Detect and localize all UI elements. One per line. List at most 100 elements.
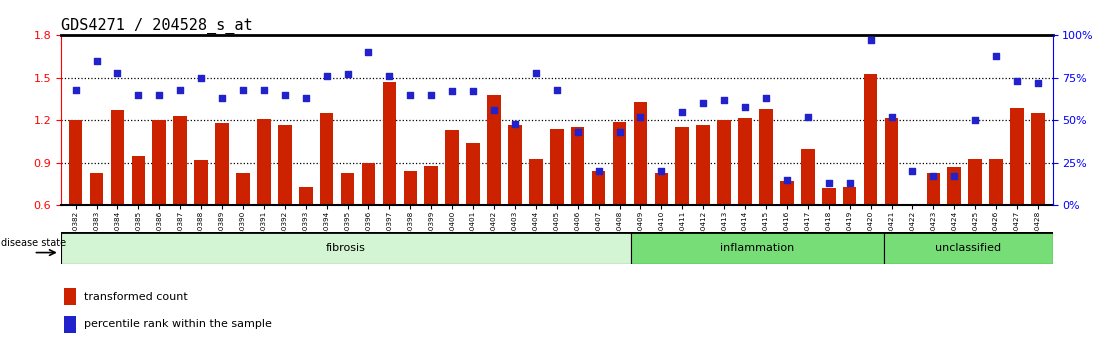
Bar	[634, 102, 647, 205]
Point	[506, 121, 524, 127]
Point	[1029, 80, 1047, 86]
Point	[632, 114, 649, 120]
Point	[485, 107, 503, 113]
Point	[422, 92, 440, 98]
Point	[903, 169, 921, 174]
Point	[151, 92, 168, 98]
Bar	[822, 188, 835, 205]
Point	[276, 92, 294, 98]
Bar	[509, 125, 522, 205]
Point	[66, 87, 84, 93]
Bar	[488, 95, 501, 205]
Point	[380, 73, 398, 79]
Point	[736, 104, 753, 110]
Bar	[738, 118, 752, 205]
Point	[234, 87, 252, 93]
Bar	[655, 173, 668, 205]
Bar	[843, 187, 856, 205]
Point	[401, 92, 419, 98]
Point	[360, 50, 378, 55]
Bar	[571, 127, 585, 205]
Point	[799, 114, 817, 120]
Bar	[132, 156, 145, 205]
Bar	[529, 159, 543, 205]
Text: unclassified: unclassified	[935, 243, 1002, 253]
Point	[945, 173, 963, 179]
Bar	[1032, 113, 1045, 205]
Bar	[864, 74, 878, 205]
Bar	[361, 163, 376, 205]
Bar	[320, 113, 334, 205]
Bar	[64, 288, 75, 305]
Bar	[341, 173, 355, 205]
Bar	[630, 232, 884, 264]
Bar	[759, 109, 772, 205]
Point	[172, 87, 189, 93]
Bar	[299, 187, 312, 205]
Bar	[550, 129, 564, 205]
Bar	[61, 232, 630, 264]
Point	[547, 87, 565, 93]
Point	[924, 173, 942, 179]
Bar	[717, 120, 731, 205]
Text: percentile rank within the sample: percentile rank within the sample	[84, 319, 273, 329]
Bar	[1010, 108, 1024, 205]
Bar	[989, 159, 1003, 205]
Point	[757, 96, 774, 101]
Bar	[403, 171, 417, 205]
Point	[695, 101, 712, 106]
Bar	[592, 171, 605, 205]
Point	[443, 88, 461, 94]
Point	[339, 72, 357, 77]
Point	[883, 114, 901, 120]
Bar	[445, 130, 459, 205]
Point	[255, 87, 273, 93]
Bar	[780, 181, 793, 205]
Text: transformed count: transformed count	[84, 291, 188, 302]
Bar	[111, 110, 124, 205]
Text: disease state: disease state	[1, 238, 66, 248]
Bar	[466, 143, 480, 205]
Point	[716, 97, 733, 103]
Point	[297, 96, 315, 101]
Point	[193, 75, 211, 81]
Point	[1008, 79, 1026, 84]
Point	[527, 70, 545, 76]
Bar	[153, 120, 166, 205]
Bar	[194, 160, 208, 205]
Point	[674, 109, 691, 115]
Bar	[64, 316, 75, 333]
Point	[862, 38, 880, 43]
Point	[568, 130, 586, 135]
Bar	[257, 119, 270, 205]
Bar	[926, 173, 941, 205]
Point	[464, 88, 482, 94]
Point	[987, 53, 1005, 59]
Bar	[968, 159, 982, 205]
Bar	[173, 116, 187, 205]
Bar	[90, 173, 103, 205]
Bar	[697, 125, 710, 205]
Bar	[278, 125, 291, 205]
Bar	[947, 167, 961, 205]
Bar	[676, 127, 689, 205]
Point	[778, 177, 796, 183]
Text: GDS4271 / 204528_s_at: GDS4271 / 204528_s_at	[61, 18, 253, 34]
Bar	[382, 82, 397, 205]
Point	[130, 92, 147, 98]
Bar	[613, 122, 626, 205]
Text: fibrosis: fibrosis	[326, 243, 366, 253]
Bar	[424, 166, 438, 205]
Point	[611, 130, 628, 135]
Point	[841, 181, 859, 186]
Point	[109, 70, 126, 76]
Bar	[801, 149, 814, 205]
Bar	[884, 118, 899, 205]
Bar	[236, 173, 249, 205]
Point	[213, 96, 230, 101]
Point	[318, 73, 336, 79]
Point	[966, 118, 984, 123]
Point	[820, 181, 838, 186]
Bar	[215, 123, 229, 205]
Point	[653, 169, 670, 174]
